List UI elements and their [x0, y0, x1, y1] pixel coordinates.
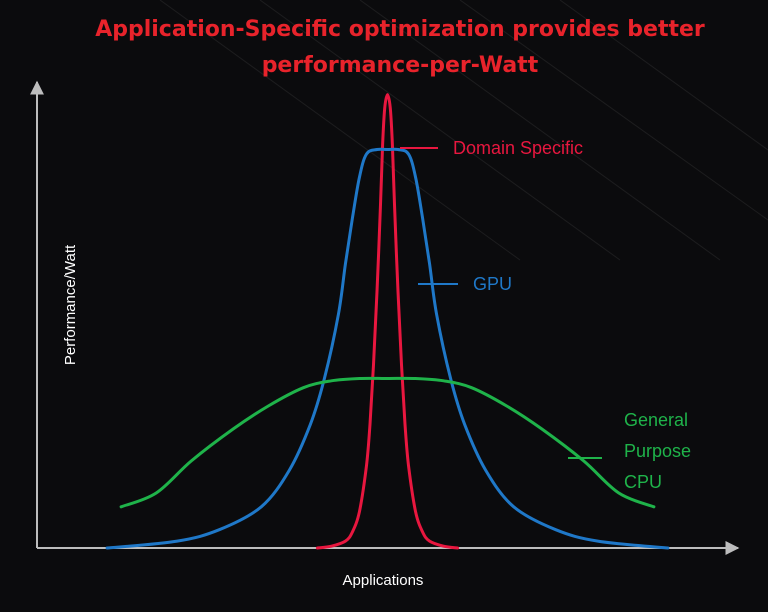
- background-pattern: [159, 0, 768, 261]
- series-label-general-purpose-cpu: General Purpose CPU: [624, 410, 691, 492]
- chart-title-line-1: Application-Specific optimization provid…: [95, 17, 705, 42]
- series-line-gpu: [105, 147, 670, 550]
- series-line-domain-specific: [315, 93, 460, 550]
- series-label-line: Domain Specific: [453, 138, 583, 158]
- chart-title-line-2: performance-per-Watt: [262, 53, 539, 78]
- x-axis-label: Applications: [343, 572, 424, 589]
- series-label-layer: Domain Specific GPU General Purpose CPU: [400, 138, 691, 492]
- series-layer: [105, 93, 670, 550]
- series-label-line: CPU: [624, 472, 662, 492]
- y-axis-label: Performance/Watt: [62, 244, 79, 365]
- series-label-line: Purpose: [624, 441, 691, 461]
- series-line-general-purpose-cpu: [119, 376, 656, 509]
- series-label-gpu: GPU: [473, 274, 512, 294]
- series-label-domain-specific: Domain Specific: [453, 138, 583, 158]
- series-label-line: GPU: [473, 274, 512, 294]
- series-label-line: General: [624, 410, 688, 430]
